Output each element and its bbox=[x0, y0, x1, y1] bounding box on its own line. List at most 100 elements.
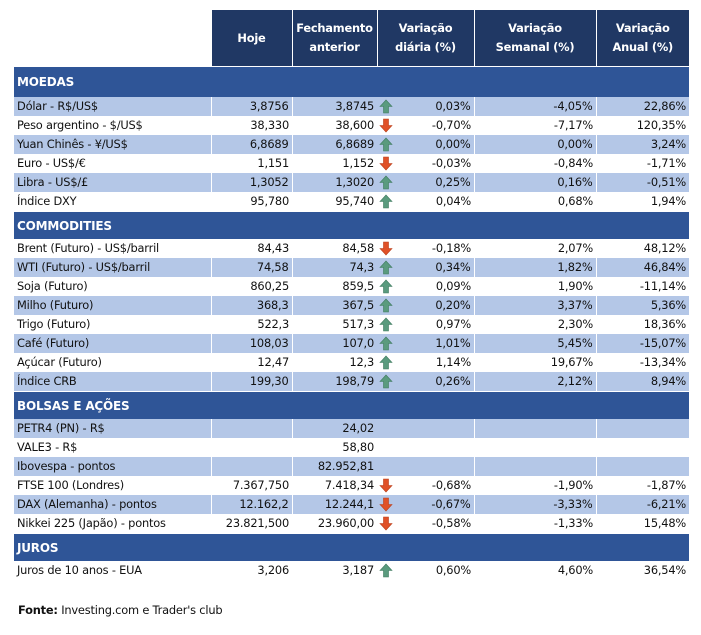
table-row: Juros de 10 anos - EUA 3,206 3,187 0,60% 4,6… bbox=[14, 561, 689, 580]
fechamento-value: 1,3020 bbox=[291, 173, 377, 192]
variacao-semanal: -7,17% bbox=[553, 118, 594, 132]
variacao-anual: 8,94% bbox=[595, 372, 690, 392]
fechamento-value: 38,600 bbox=[335, 118, 374, 132]
fechamento-value: 107,0 bbox=[291, 334, 377, 353]
arrow-up-icon bbox=[377, 315, 397, 334]
variacao-diaria: 0,60% bbox=[435, 563, 472, 577]
no-arrow bbox=[377, 457, 397, 476]
row-label: Dólar - R$/US$ bbox=[14, 97, 211, 116]
variacao-semanal: -1,33% bbox=[553, 516, 594, 530]
variacao-semanal: 2,12% bbox=[473, 372, 597, 392]
fechamento-value: 1,152 bbox=[342, 156, 374, 170]
fechamento-value: 84,58 bbox=[342, 241, 374, 255]
hoje-value: 12,47 bbox=[257, 355, 289, 369]
hoje-value: 7.367,750 bbox=[232, 478, 289, 492]
table-row: Ibovespa - pontos 82.952,81 bbox=[14, 457, 690, 476]
section-title: JUROS bbox=[14, 533, 690, 561]
variacao-semanal: 4,60% bbox=[557, 563, 594, 577]
table-row: Açúcar (Futuro) 12,47 12,3 1,14% 19,67% -13,3… bbox=[14, 353, 689, 372]
hoje-value: 860,25 bbox=[250, 279, 289, 293]
hoje-value: 6,8689 bbox=[210, 135, 292, 154]
hoje-value: 12.162,2 bbox=[210, 495, 292, 514]
arrow-down-icon bbox=[377, 239, 397, 258]
variacao-diaria: 0,03% bbox=[397, 97, 475, 116]
row-label: WTI (Futuro) - US$/barril bbox=[14, 258, 211, 277]
hoje-value: 199,30 bbox=[210, 372, 292, 392]
variacao-anual: 3,24% bbox=[595, 135, 690, 154]
variacao-diaria: 0,20% bbox=[397, 296, 475, 315]
table-row: PETR4 (PN) - R$ 24,02 bbox=[14, 419, 690, 438]
arrow-up-icon bbox=[377, 372, 397, 392]
header-hoje: Hoje bbox=[210, 10, 292, 67]
fechamento-value: 859,5 bbox=[342, 279, 374, 293]
variacao-diaria: 1,14% bbox=[435, 355, 472, 369]
variacao-anual: 22,86% bbox=[595, 97, 690, 116]
variacao-semanal: 2,07% bbox=[557, 241, 594, 255]
variacao-diaria: 0,34% bbox=[397, 258, 475, 277]
row-label: Ibovespa - pontos bbox=[14, 457, 211, 476]
section-header: BOLSAS E AÇÕES bbox=[14, 391, 690, 419]
market-table: Hoje Fechamento anterior Variação diária… bbox=[14, 10, 690, 580]
variacao-semanal: 0,68% bbox=[557, 194, 594, 208]
hoje-value: 3,206 bbox=[257, 563, 289, 577]
row-label: Índice DXY bbox=[17, 194, 77, 208]
variacao-anual: 48,12% bbox=[643, 241, 687, 255]
arrow-up-icon bbox=[377, 135, 397, 154]
table-row: Yuan Chinês - ¥/US$ 6,8689 6,8689 0,00% 0,00… bbox=[14, 135, 690, 154]
table-row: Dólar - R$/US$ 3,8756 3,8745 0,03% -4,05% 22,… bbox=[14, 97, 690, 116]
row-label: Euro - US$/€ bbox=[17, 156, 86, 170]
row-label: FTSE 100 (Londres) bbox=[17, 478, 124, 492]
row-label: Índice CRB bbox=[14, 372, 211, 392]
table-row: VALE3 - R$ 58,80 bbox=[14, 438, 689, 457]
row-label: Café (Futuro) bbox=[14, 334, 211, 353]
variacao-diaria: 0,00% bbox=[397, 135, 475, 154]
section-header: MOEDAS bbox=[14, 66, 690, 97]
variacao-diaria: -0,58% bbox=[431, 516, 472, 530]
variacao-anual: 1,94% bbox=[650, 194, 687, 208]
row-label: Peso argentino - $/US$ bbox=[17, 118, 143, 132]
row-label: PETR4 (PN) - R$ bbox=[14, 419, 211, 438]
variacao-anual: 15,48% bbox=[643, 516, 687, 530]
fechamento-value: 12,3 bbox=[349, 355, 374, 369]
variacao-semanal: -3,33% bbox=[473, 495, 597, 514]
hoje-value: 522,3 bbox=[257, 317, 289, 331]
variacao-diaria: 0,25% bbox=[397, 173, 475, 192]
variacao-anual: 46,84% bbox=[595, 258, 690, 277]
header-anual: Variação Anual (%) bbox=[595, 10, 690, 67]
variacao-semanal: 19,67% bbox=[550, 355, 594, 369]
arrow-up-icon bbox=[377, 277, 397, 296]
arrow-down-icon bbox=[377, 476, 397, 495]
fechamento-value: 198,79 bbox=[291, 372, 377, 392]
row-label: VALE3 - R$ bbox=[17, 440, 78, 454]
hoje-value: 3,8756 bbox=[210, 97, 292, 116]
fechamento-value: 6,8689 bbox=[291, 135, 377, 154]
arrow-down-icon bbox=[377, 154, 397, 173]
section-title: BOLSAS E AÇÕES bbox=[14, 391, 690, 419]
arrow-down-icon bbox=[377, 514, 397, 534]
arrow-up-icon bbox=[377, 296, 397, 315]
variacao-anual: -11,14% bbox=[639, 279, 687, 293]
section-title: COMMODITIES bbox=[14, 211, 690, 239]
table-row: Euro - US$/€ 1,151 1,152 -0,03% -0,84% -1,71% bbox=[14, 154, 689, 173]
row-label: Açúcar (Futuro) bbox=[17, 355, 102, 369]
arrow-up-icon bbox=[377, 334, 397, 353]
variacao-diaria: -0,67% bbox=[397, 495, 475, 514]
variacao-semanal: 2,30% bbox=[557, 317, 594, 331]
arrow-up-icon bbox=[377, 353, 397, 372]
variacao-anual: 36,54% bbox=[643, 563, 687, 577]
variacao-diaria: 0,26% bbox=[397, 372, 475, 392]
variacao-diaria: -0,68% bbox=[431, 478, 472, 492]
variacao-diaria: -0,18% bbox=[431, 241, 472, 255]
table-row: Café (Futuro) 108,03 107,0 1,01% 5,45% -15,07… bbox=[14, 334, 690, 353]
variacao-anual bbox=[596, 438, 689, 457]
table-row: Índice CRB 199,30 198,79 0,26% 2,12% 8,94% bbox=[14, 372, 690, 392]
hoje-value: 95,780 bbox=[250, 194, 289, 208]
fechamento-value: 517,3 bbox=[342, 317, 374, 331]
arrow-up-icon bbox=[377, 173, 397, 192]
variacao-diaria: 0,04% bbox=[435, 194, 472, 208]
row-label: Nikkei 225 (Japão) - pontos bbox=[17, 516, 166, 530]
section-header: JUROS bbox=[14, 533, 690, 561]
row-label: DAX (Alemanha) - pontos bbox=[14, 495, 211, 514]
fechamento-value: 3,8745 bbox=[291, 97, 377, 116]
fechamento-value: 82.952,81 bbox=[291, 457, 377, 476]
